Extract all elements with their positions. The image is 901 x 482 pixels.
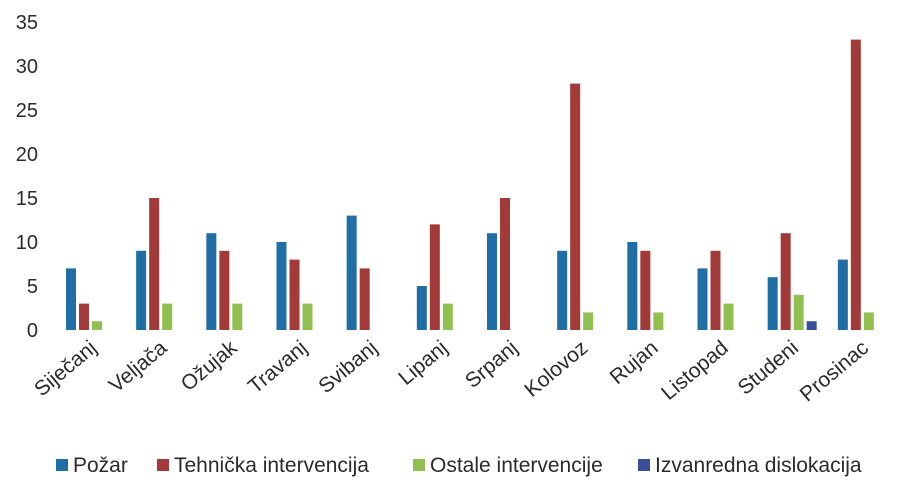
bar-2-2: [149, 198, 160, 330]
bars: [66, 39, 874, 330]
bar-2-5: [359, 268, 370, 330]
bar-1-11: [767, 277, 778, 330]
x-category-label: Listopad: [657, 336, 733, 405]
bar-3-2: [162, 303, 173, 330]
legend-label: Ostale intervencije: [430, 454, 603, 477]
bar-1-4: [276, 242, 287, 330]
x-category-label: Studeni: [734, 336, 803, 399]
bar-3-3: [232, 303, 243, 330]
bar-3-11: [793, 294, 804, 330]
legend-label: Požar: [73, 454, 128, 477]
y-tick-label: 35: [16, 12, 38, 34]
bar-2-7: [500, 198, 510, 330]
bar-2-9: [640, 250, 651, 330]
y-tick-label: 5: [27, 276, 38, 298]
x-category-label: Ožujak: [177, 336, 242, 396]
bar-2-1: [79, 303, 89, 330]
bar-1-3: [206, 233, 217, 330]
y-tick-label: 25: [16, 100, 38, 122]
legend-label: Izvanredna dislokacija: [655, 454, 862, 477]
x-axis-labels: Siječanj Veljača Ožujak Travanj Svibanj Lipan…: [30, 336, 873, 406]
x-category-label: Siječanj: [30, 336, 101, 401]
bar-4-11: [806, 321, 817, 330]
legend-swatch: [56, 459, 68, 471]
bar-3-8: [583, 312, 594, 330]
legend: Požar Tehnička intervencija Ostale interve…: [56, 454, 862, 477]
bar-3-6: [442, 303, 453, 330]
bar-3-12: [863, 312, 874, 330]
legend-label: Tehnička intervencija: [174, 454, 369, 477]
x-category-label: Lipanj: [394, 336, 452, 390]
bar-1-5: [346, 215, 357, 330]
bar-1-8: [557, 250, 568, 330]
bar-2-6: [429, 224, 440, 330]
legend-swatch: [157, 459, 169, 471]
legend-swatch: [413, 459, 425, 471]
bar-2-11: [780, 233, 791, 330]
bar-1-7: [487, 233, 497, 330]
bar-3-1: [92, 321, 102, 330]
bar-1-1: [66, 268, 76, 330]
y-axis-ticks: 0 5 10 15 20 25 30 35: [16, 12, 38, 342]
x-category-label: Veljača: [105, 336, 172, 397]
y-tick-label: 10: [16, 232, 38, 254]
bar-3-4: [302, 303, 313, 330]
bar-2-10: [710, 250, 721, 330]
x-category-label: Rujan: [606, 336, 663, 389]
bar-1-9: [627, 242, 638, 330]
bar-1-2: [136, 250, 147, 330]
bar-3-10: [723, 303, 734, 330]
y-tick-label: 0: [27, 320, 38, 342]
x-category-label: Svibanj: [314, 336, 382, 398]
x-category-label: Travanj: [244, 336, 312, 398]
y-tick-label: 20: [16, 144, 38, 166]
bar-1-10: [697, 268, 708, 330]
bar-1-6: [416, 286, 427, 330]
y-tick-label: 30: [16, 56, 38, 78]
bar-1-12: [837, 259, 848, 330]
x-category-label: Kolovoz: [520, 336, 592, 402]
x-category-label: Prosinac: [796, 336, 873, 406]
x-category-label: Srpanj: [461, 336, 522, 393]
bar-2-12: [850, 39, 861, 330]
bar-2-8: [570, 83, 581, 330]
bar-2-3: [219, 250, 230, 330]
y-tick-label: 15: [16, 188, 38, 210]
bar-2-4: [289, 259, 300, 330]
legend-swatch: [638, 459, 650, 471]
bar-3-9: [653, 312, 664, 330]
